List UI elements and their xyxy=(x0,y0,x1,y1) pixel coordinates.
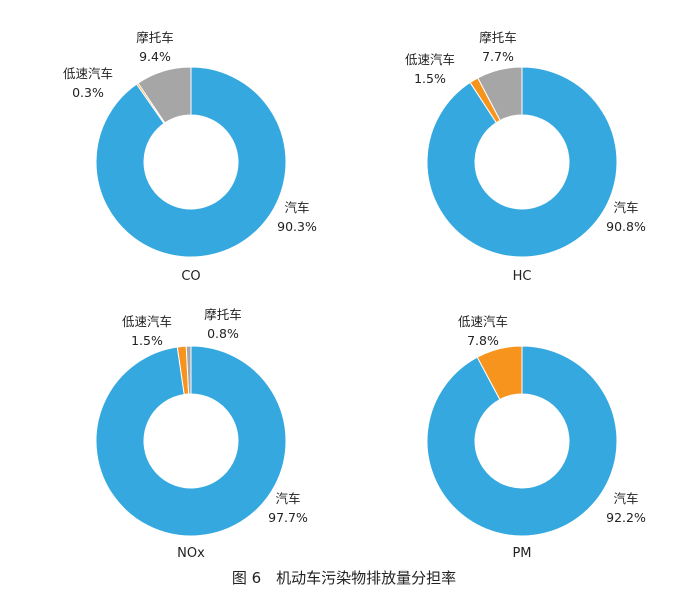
slice-value-car: 90.3% xyxy=(277,219,317,234)
donut-chart-co: 汽车 90.3% 低速汽车 0.3% 摩托车 9.4% CO xyxy=(63,30,317,284)
slice-value-car: 90.8% xyxy=(606,219,646,234)
slice-value-low-speed-vehicle: 7.8% xyxy=(467,333,499,348)
chart-title: HC xyxy=(513,269,532,284)
donut-chart-hc: 汽车 90.8% 低速汽车 1.5% 摩托车 7.7% HC xyxy=(405,30,646,284)
slice-label-low-speed-vehicle: 低速汽车 xyxy=(63,66,113,81)
slice-label-motorcycle: 摩托车 xyxy=(136,30,174,45)
slice-value-car: 92.2% xyxy=(606,510,646,525)
slice-value-motorcycle: 9.4% xyxy=(139,49,171,64)
slice-low-speed-vehicle xyxy=(476,345,523,401)
chart-title: PM xyxy=(512,546,531,561)
slice-value-low-speed-vehicle: 1.5% xyxy=(414,71,446,86)
donut-chart-pm: 汽车 92.2% 低速汽车 7.8% PM xyxy=(426,314,646,561)
slice-value-car: 97.7% xyxy=(268,510,308,525)
chart-title: NOx xyxy=(177,546,205,561)
slice-value-low-speed-vehicle: 0.3% xyxy=(72,85,104,100)
slice-value-motorcycle: 7.7% xyxy=(482,49,514,64)
donut-chart-nox: 汽车 97.7% 低速汽车 1.5% 摩托车 0.8% NOx xyxy=(95,307,308,561)
slice-label-motorcycle: 摩托车 xyxy=(479,30,517,45)
slice-motorcycle xyxy=(137,66,192,124)
slice-motorcycle xyxy=(477,66,523,122)
slice-car xyxy=(426,66,618,258)
slice-car xyxy=(426,345,618,537)
slice-motorcycle xyxy=(185,345,192,395)
slice-label-car: 汽车 xyxy=(613,491,638,506)
donut-charts-group: 汽车 90.3% 低速汽车 0.3% 摩托车 9.4% CO 汽车 90.8% 低速汽车 1.5% 摩… xyxy=(63,30,646,561)
figure-caption: 图 6 机动车污染物排放量分担率 xyxy=(232,569,456,587)
slice-label-low-speed-vehicle: 低速汽车 xyxy=(458,314,508,329)
slice-car xyxy=(95,345,287,537)
slice-value-low-speed-vehicle: 1.5% xyxy=(131,333,163,348)
slice-label-car: 汽车 xyxy=(613,200,638,215)
slice-label-car: 汽车 xyxy=(284,200,309,215)
slice-value-motorcycle: 0.8% xyxy=(207,326,239,341)
chart-title: CO xyxy=(181,269,200,284)
slice-label-motorcycle: 摩托车 xyxy=(204,307,242,322)
slice-label-low-speed-vehicle: 低速汽车 xyxy=(122,314,172,329)
slice-label-car: 汽车 xyxy=(275,491,300,506)
slice-label-low-speed-vehicle: 低速汽车 xyxy=(405,52,455,67)
slice-car xyxy=(95,66,287,258)
